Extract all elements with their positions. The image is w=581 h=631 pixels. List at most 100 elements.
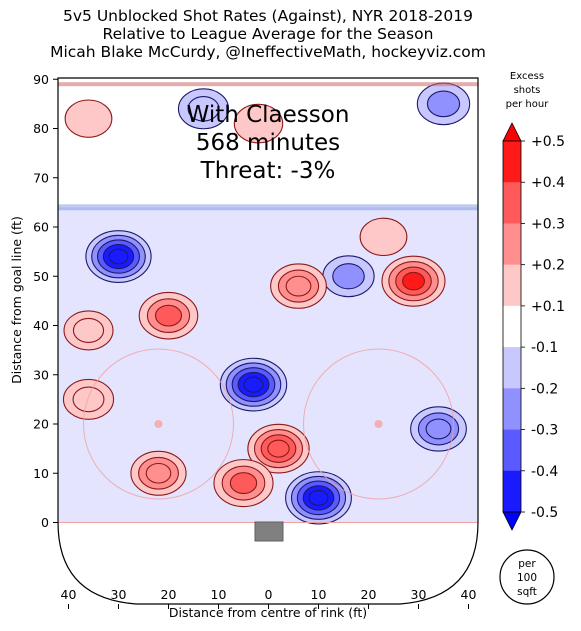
contour-level <box>187 95 220 122</box>
contour-level <box>425 418 452 440</box>
scale-badge: per 100 sqft <box>499 549 555 605</box>
contour-feature-5 <box>410 406 467 452</box>
contour-level <box>145 462 172 484</box>
contour-feature-1 <box>219 357 288 412</box>
colorbar-segment <box>503 141 521 183</box>
contour-feature-2 <box>285 471 352 525</box>
y-tick-label: 50 <box>33 269 49 284</box>
colorbar-segment <box>503 347 521 389</box>
colorbar-segment <box>503 470 521 513</box>
rink-outline <box>57 77 479 605</box>
colorbar-title-line-2: shots <box>514 85 541 96</box>
x-tick-label: 20 <box>361 587 377 602</box>
colorbar-extend-bottom <box>502 511 522 531</box>
contour-feature-7 <box>247 423 310 474</box>
y-tick-label: 30 <box>33 367 49 382</box>
colorbar-tick-label: -0.5 <box>531 505 558 521</box>
colorbar-segment <box>503 223 521 265</box>
contour-level <box>72 386 105 413</box>
scale-badge-line-2: 100 <box>517 572 537 584</box>
colorbar-tick-label: +0.1 <box>531 299 565 315</box>
x-tick-label: 30 <box>411 587 427 602</box>
annotation-line-1: With Claesson <box>187 102 350 128</box>
x-axis-label: Distance from centre of rink (ft) <box>169 605 367 620</box>
contour-feature-13 <box>62 378 115 420</box>
colorbar-segment <box>503 429 521 472</box>
colorbar-title-line-1: Excess <box>510 71 544 82</box>
contour-feature-10 <box>130 450 187 496</box>
contour-level <box>308 489 329 506</box>
faceoff-circle-1 <box>303 348 454 500</box>
x-tick-label: 40 <box>461 587 477 602</box>
y-tick-label: 0 <box>41 515 49 530</box>
y-tick-label: 80 <box>33 121 49 136</box>
colorbar-tick-label: +0.4 <box>531 175 565 191</box>
contour-feature-0 <box>85 230 152 283</box>
contour-feature-15 <box>64 99 113 138</box>
x-tick-label: 0 <box>265 587 273 602</box>
chart-title-line-2: Relative to League Average for the Seaso… <box>102 25 434 43</box>
contour-feature-14 <box>63 310 114 351</box>
colorbar-segment <box>503 264 521 307</box>
annotation-line-2: 568 minutes <box>196 130 340 156</box>
contour-level <box>154 304 183 327</box>
contour-level <box>426 90 461 118</box>
colorbar-tick-label: -0.3 <box>531 423 558 439</box>
y-axis-label: Distance from goal line (ft) <box>9 216 24 384</box>
colorbar-segment <box>503 388 521 430</box>
colorbar-tick-label: +0.2 <box>531 258 565 274</box>
contour-level <box>359 217 408 257</box>
contour-feature-6 <box>177 88 230 130</box>
colorbar-tick-label: +0.5 <box>531 134 565 150</box>
x-tick-label: 30 <box>111 587 127 602</box>
contour-level <box>64 99 113 138</box>
contour-level <box>267 439 290 458</box>
scale-badge-line-3: sqft <box>517 586 537 598</box>
contour-level <box>72 317 105 343</box>
blue-line <box>58 204 478 211</box>
contour-level <box>285 275 312 297</box>
colorbar-tick-label: -0.1 <box>531 340 558 356</box>
colorbar-tick-label: -0.4 <box>531 464 558 480</box>
contour-feature-8 <box>213 459 274 508</box>
contour-feature-16 <box>233 103 284 144</box>
goal-net <box>254 521 284 542</box>
contour-level <box>332 263 365 290</box>
faceoff-dot-0 <box>154 420 163 428</box>
colorbar: Excess shots per hour +0.5 +0.4 +0.3 +0.2 +0… <box>502 71 565 531</box>
y-tick-label: 10 <box>33 466 49 481</box>
x-tick-label: 40 <box>61 587 77 602</box>
plot-area <box>57 77 479 605</box>
scale-badge-circle <box>499 549 555 605</box>
y-tick-label: 70 <box>33 170 49 185</box>
axes: 40 30 20 10 0 10 20 30 40 0 10 20 30 40 50 60 70 80 90 Dist… <box>9 72 476 620</box>
colorbar-extend-top <box>502 122 522 142</box>
x-tick-label: 10 <box>211 587 227 602</box>
x-tick-label: 10 <box>311 587 327 602</box>
y-tick-label: 20 <box>33 417 49 432</box>
contour-level <box>108 248 129 265</box>
chart-title-line-1: 5v5 Unblocked Shot Rates (Against), NYR … <box>63 7 473 25</box>
contour-level <box>229 472 258 495</box>
colorbar-segment <box>503 305 521 348</box>
contour-feature-11 <box>381 255 446 307</box>
contour-level <box>402 271 425 291</box>
contour-layer <box>58 78 478 525</box>
faceoff-circle-0 <box>83 348 234 500</box>
y-tick-label: 60 <box>33 220 49 235</box>
threat-annotation: With Claesson 568 minutes Threat: -3% <box>187 102 350 184</box>
x-tick-label: 20 <box>161 587 177 602</box>
contour-level <box>233 103 284 144</box>
contour-feature-17 <box>359 217 408 257</box>
faceoff-dot-1 <box>374 420 383 428</box>
scale-badge-line-1: per <box>518 558 536 570</box>
y-tick-label: 90 <box>33 72 49 87</box>
colorbar-frame <box>502 140 522 513</box>
contour-feature-4 <box>322 255 375 298</box>
red-line <box>58 82 478 87</box>
y-tick-label: 40 <box>33 318 49 333</box>
colorbar-segment <box>503 182 521 224</box>
contour-feature-3 <box>416 82 471 126</box>
contour-feature-9 <box>138 291 199 340</box>
